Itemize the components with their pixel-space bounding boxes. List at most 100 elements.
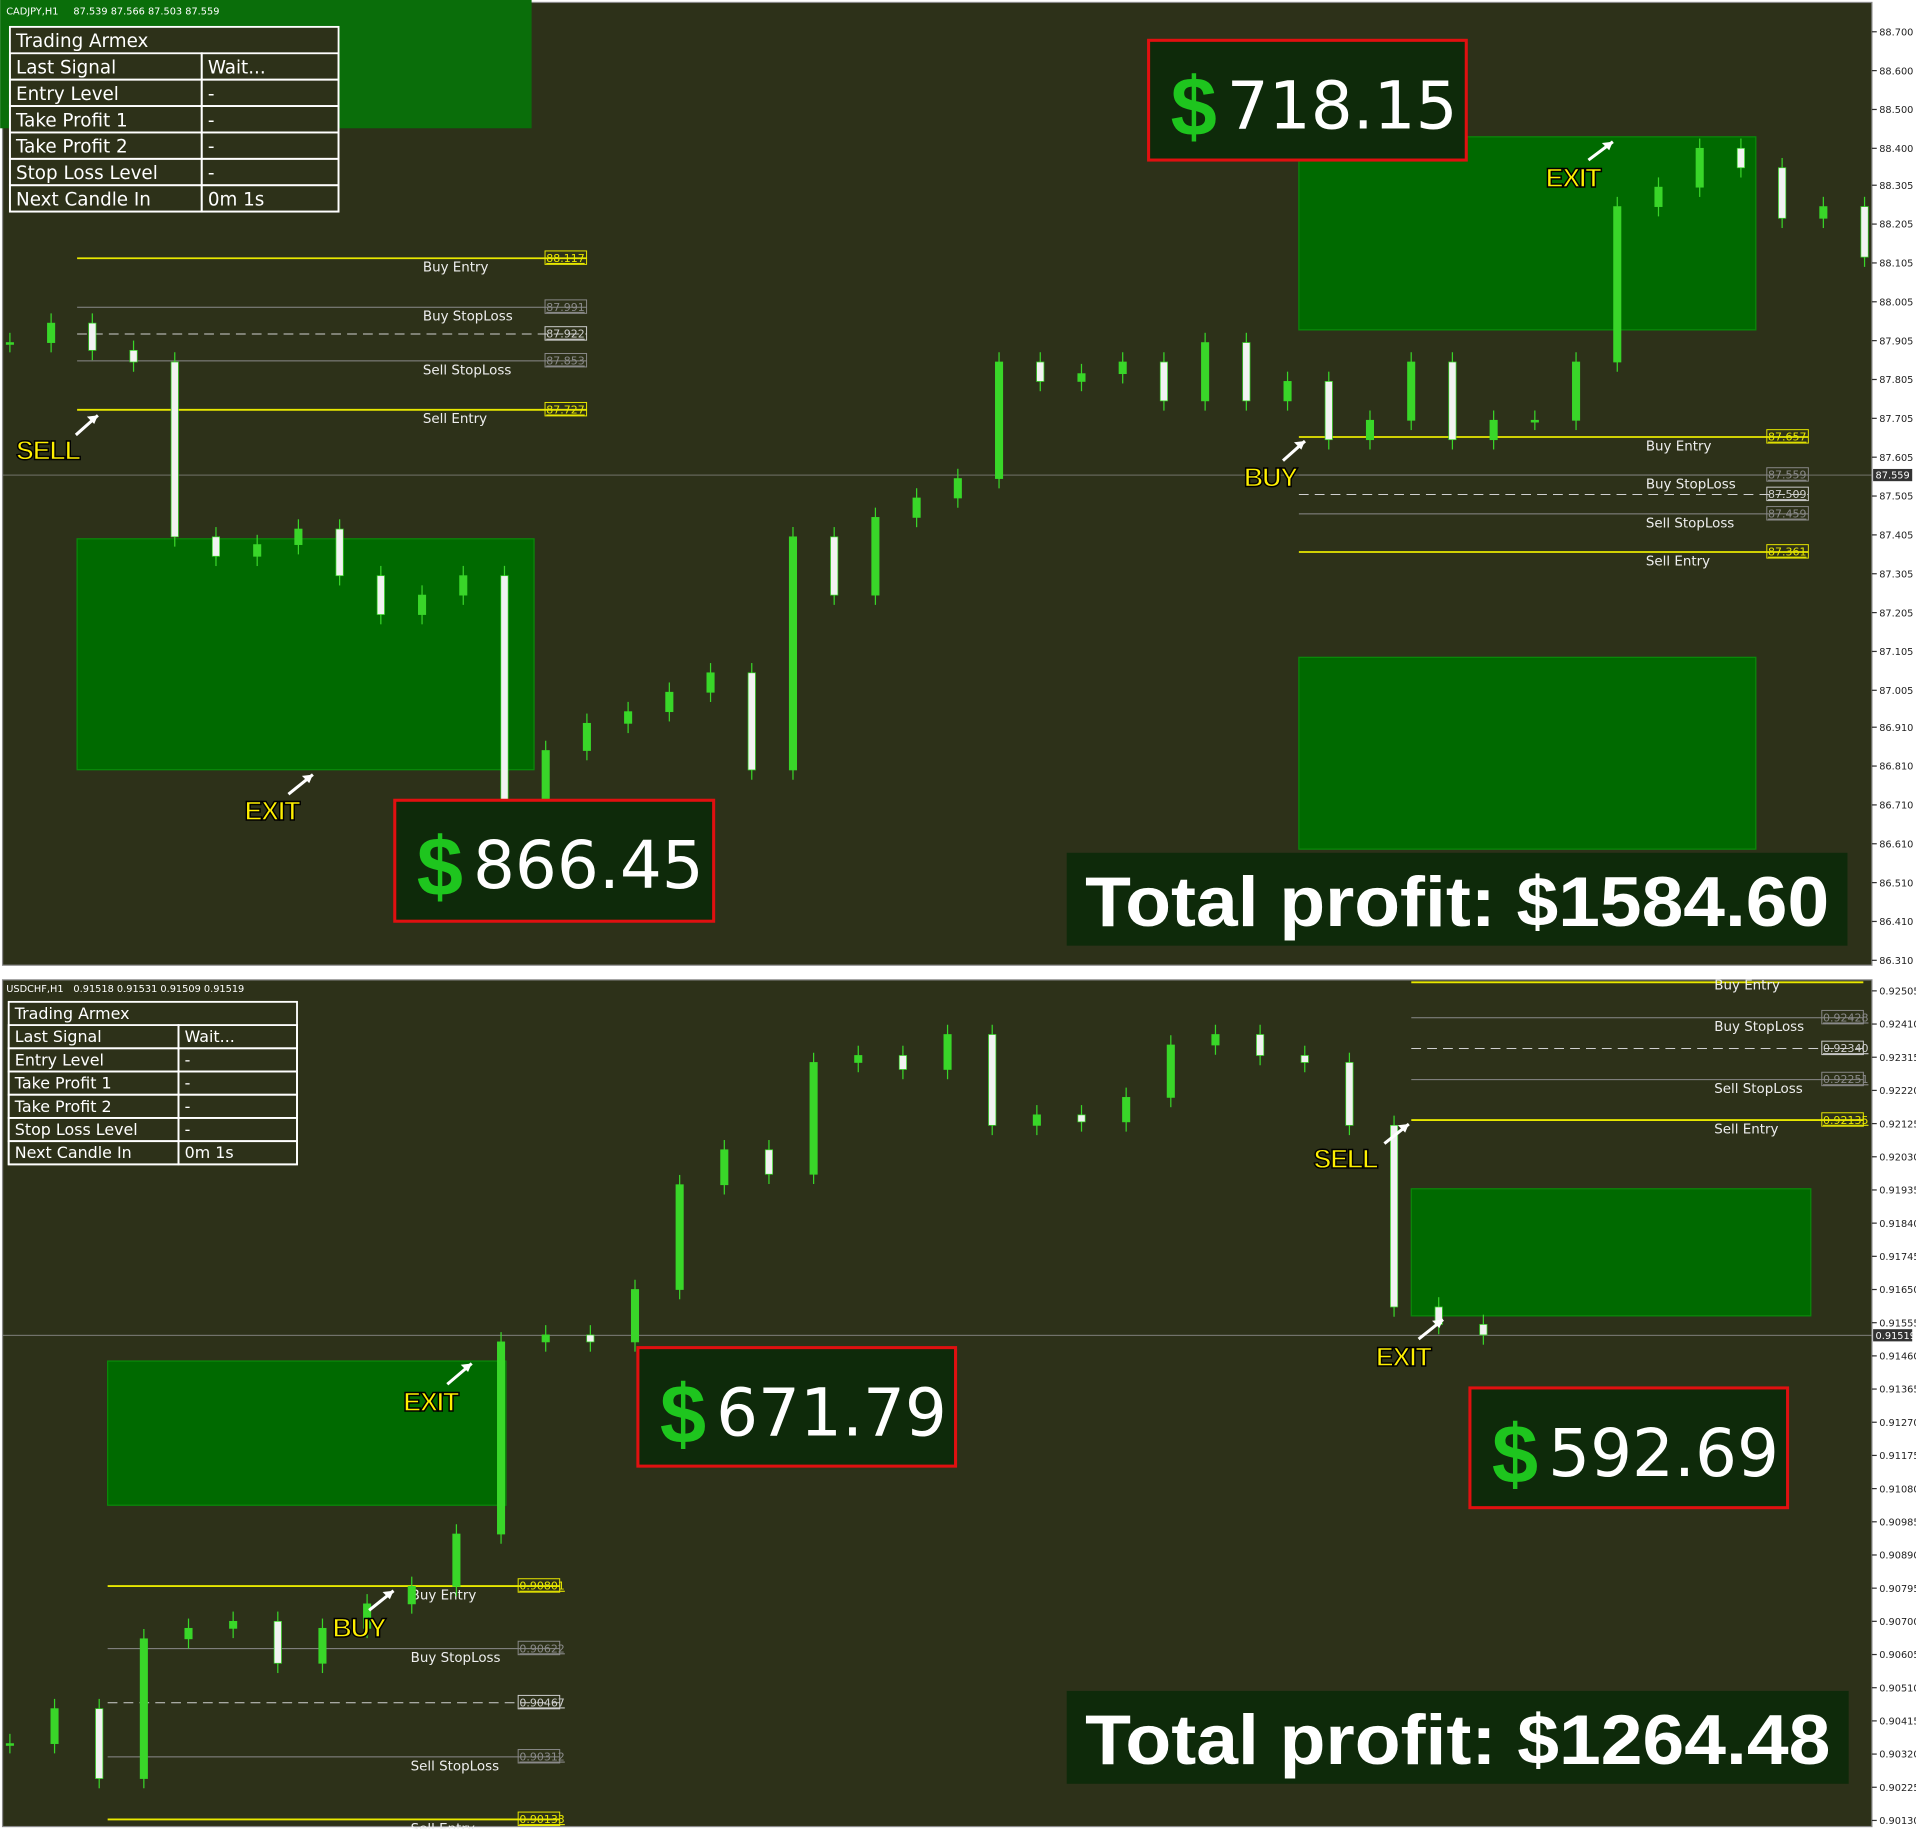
candle xyxy=(139,1638,148,1779)
table-text: Stop Loss Level xyxy=(16,163,158,184)
axis-label: 0.90700 xyxy=(1879,1617,1916,1628)
level-price-box xyxy=(544,250,588,265)
candle xyxy=(47,322,56,343)
level-name: Buy Entry xyxy=(1646,439,1712,454)
axis-label: 0.91745 xyxy=(1879,1252,1916,1263)
axis-label: 0.91460 xyxy=(1879,1352,1916,1363)
candle xyxy=(1345,1062,1354,1126)
table-cell xyxy=(177,1140,298,1166)
candle xyxy=(1201,342,1210,402)
target-zone xyxy=(107,1360,507,1506)
level-price: 87.559 xyxy=(1768,469,1806,482)
signal: SELL xyxy=(16,435,81,465)
level-price-box xyxy=(1821,1071,1864,1087)
candle xyxy=(809,1062,818,1175)
candle xyxy=(50,1708,59,1744)
candle xyxy=(988,1034,997,1126)
candle xyxy=(184,1627,193,1640)
candle xyxy=(764,1149,773,1175)
price-axis xyxy=(1873,979,1916,1829)
candle xyxy=(229,1620,238,1629)
candle xyxy=(1036,361,1045,382)
level-name: Sell StopLoss xyxy=(423,363,511,378)
total-box xyxy=(1066,852,1848,946)
target-zone xyxy=(1298,136,1757,331)
candle xyxy=(665,691,674,713)
table-text: 0m 1s xyxy=(208,190,265,211)
total-profit: Total profit: $1584.60 xyxy=(1085,863,1829,942)
level-price-box xyxy=(1821,1112,1864,1127)
table-text: - xyxy=(208,163,215,184)
table-text: - xyxy=(185,1097,191,1116)
candle xyxy=(943,1034,952,1070)
currency: $ xyxy=(660,1368,706,1461)
candle xyxy=(1283,381,1292,402)
axis-label: 0.90985 xyxy=(1879,1517,1916,1528)
table-text: Last Signal xyxy=(16,58,116,79)
axis-label: 0.90605 xyxy=(1879,1650,1916,1661)
candle xyxy=(1118,361,1127,375)
signal-arrowhead xyxy=(1397,1124,1409,1133)
axis-label: 0.91175 xyxy=(1879,1451,1916,1462)
axis-label: 87.805 xyxy=(1879,375,1913,386)
axis-label: 87.605 xyxy=(1879,453,1913,464)
profit: 592.69 xyxy=(1548,1415,1779,1492)
candle xyxy=(211,536,221,557)
axis-label: 88.400 xyxy=(1879,144,1913,155)
axis-label: 88.600 xyxy=(1879,66,1913,77)
level-price: 0.90801 xyxy=(519,1580,564,1593)
currency: $ xyxy=(1171,61,1217,154)
profit-box xyxy=(1147,38,1468,162)
level-price-box xyxy=(517,1578,561,1593)
level-price: 0.90467 xyxy=(519,1696,564,1709)
axis-label: 0.90510 xyxy=(1879,1683,1916,1694)
level-price-box xyxy=(1766,544,1809,559)
level-price-box xyxy=(544,326,588,341)
axis-label: 87.305 xyxy=(1879,569,1913,580)
candle xyxy=(318,1627,327,1664)
candle xyxy=(871,517,880,596)
level-price-box xyxy=(544,299,588,314)
axis-label: 86.910 xyxy=(1879,723,1913,734)
axis-label: 87.005 xyxy=(1879,686,1913,697)
level-price-box xyxy=(1821,1040,1864,1056)
symbol: CADJPY,H1 xyxy=(6,7,58,18)
signal: BUY xyxy=(1244,462,1298,492)
candle xyxy=(1300,1055,1309,1063)
table-title: Trading Armex xyxy=(14,1004,130,1023)
candle xyxy=(253,544,262,557)
level-price-box xyxy=(1821,1009,1864,1025)
level-price-box xyxy=(1766,486,1809,502)
candle xyxy=(898,1055,907,1070)
table-text: - xyxy=(185,1120,191,1139)
axis-label: 87.705 xyxy=(1879,414,1913,425)
profit-box xyxy=(636,1346,958,1468)
table-text: - xyxy=(208,137,215,158)
level-price: 0.90133 xyxy=(519,1813,564,1826)
axis-label: 87.505 xyxy=(1879,492,1913,503)
level-price: 0.90312 xyxy=(519,1751,564,1764)
candle xyxy=(582,722,591,751)
candle xyxy=(720,1149,729,1186)
signal-arrowhead xyxy=(86,415,98,424)
candle xyxy=(1256,1034,1265,1056)
candle xyxy=(452,1533,461,1587)
profit: 671.79 xyxy=(716,1375,947,1452)
level-price: 0.92135 xyxy=(1823,1114,1868,1127)
candle xyxy=(1390,1124,1399,1308)
axis-label: 86.310 xyxy=(1879,956,1913,967)
level-price-box xyxy=(517,1811,561,1826)
level-name: Buy StopLoss xyxy=(411,1651,501,1666)
axis-label: 87.405 xyxy=(1879,531,1913,542)
candle xyxy=(624,711,633,724)
level-price: 87.459 xyxy=(1768,508,1806,521)
axis-label: 0.90320 xyxy=(1879,1750,1916,1761)
table-text: - xyxy=(208,110,215,131)
axis-label: 0.90130 xyxy=(1879,1816,1916,1827)
level-name: Buy StopLoss xyxy=(1646,478,1736,493)
level-name: Buy Entry xyxy=(411,1589,477,1604)
level-price-box xyxy=(517,1749,561,1764)
candle xyxy=(1159,361,1168,402)
candle xyxy=(912,497,921,518)
